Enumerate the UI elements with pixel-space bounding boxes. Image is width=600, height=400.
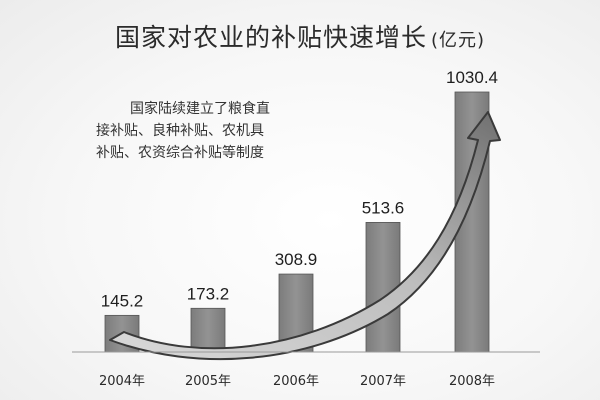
chart-title-text: 国家对农业的补贴快速增长 (114, 23, 427, 52)
bar-3 (365, 222, 401, 353)
annotation-line-1: 国家陆续建立了粮食直 (130, 101, 270, 117)
value-label-1: 173.2 (187, 284, 230, 303)
trend-arrow-body (109, 111, 501, 361)
value-label-3: 513.6 (362, 198, 405, 217)
x-tick-label-3: 2007年 (360, 374, 406, 389)
trend-arrow (109, 111, 501, 361)
chart-title: 国家对农业的补贴快速增长 (亿元) (0, 18, 600, 54)
x-tick-label-0: 2004年 (99, 374, 145, 389)
chart-title-unit: (亿元) (430, 30, 486, 51)
bar-1 (190, 307, 226, 353)
value-label-0: 145.2 (101, 291, 144, 310)
x-tick-label-2: 2006年 (273, 374, 319, 389)
value-label-2: 308.9 (275, 250, 318, 269)
x-tick-label-4: 2008年 (449, 374, 495, 389)
annotation-line-3: 补贴、农资综合补贴等制度 (96, 145, 264, 161)
annotation-line-2: 接补贴、良种补贴、农机具 (96, 123, 264, 139)
value-label-4: 1030.4 (446, 68, 498, 87)
x-tick-label-1: 2005年 (185, 374, 231, 389)
annotation-text: 国家陆续建立了粮食直 接补贴、良种补贴、农机具 补贴、农资综合补贴等制度 (96, 98, 356, 164)
x-axis-labels: 2004年 2005年 2006年 2007年 2008年 (99, 374, 495, 389)
value-labels: 145.2 173.2 308.9 513.6 1030.4 (101, 68, 498, 310)
